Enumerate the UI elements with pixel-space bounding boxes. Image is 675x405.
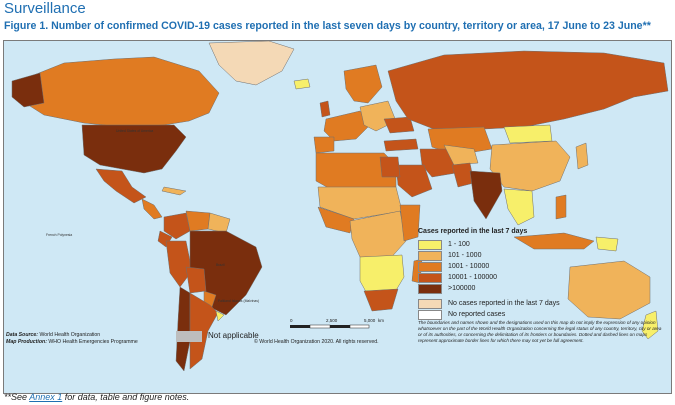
country-bolivia [185,266,207,294]
country-australia [567,260,651,320]
scale-unit: km [378,318,384,323]
legend-swatch [418,261,442,272]
scale-label-0: 0 [290,318,293,323]
legend-item-10001-100000: 10001 - 100000 [418,272,578,283]
legend-label: >100000 [448,285,476,292]
legend-swatch [418,298,442,309]
scale-label-5000: 5,000 [364,318,376,323]
country-china [489,140,571,192]
country-venezuela [185,210,211,232]
legend-item-101-1000: 101 - 1000 [418,250,578,261]
country-new-zealand [641,310,659,340]
country-iceland [293,78,311,90]
map-production-line: Map Production: WHO Health Emergencies P… [6,339,138,346]
footnote-prefix: **See [4,392,30,402]
scale-label-2500: 2,500 [326,318,338,323]
country-japan [575,142,589,170]
not-applicable-swatch [176,331,202,342]
map-production-value: WHO Health Emergencies Programme [48,339,138,345]
legend-title: Cases reported in the last 7 days [418,228,528,235]
legend-swatch [418,309,442,320]
country-turkey [383,138,419,152]
country-philippines [555,194,567,220]
country-canada [21,56,220,128]
country-iberia [313,136,335,154]
section-title: Surveillance [4,0,86,17]
legend-label: No reported cases [448,311,506,318]
map-disclaimer: The boundaries and names shown and the d… [418,320,662,343]
world-map [4,41,671,393]
figure-title: Figure 1. Number of confirmed COVID-19 c… [4,20,651,32]
country-scandinavia [343,64,383,104]
country-caribbean [161,186,187,196]
country-mexico [95,168,147,204]
country-southeast-asia [503,188,535,226]
footnote: **See Annex 1 for data, table and figure… [4,392,189,402]
data-source-value: World Health Organization [39,332,101,338]
label-brazil: Brazil [216,263,225,267]
legend-label: No cases reported in the last 7 days [448,300,560,307]
map-production-label: Map Production: [6,339,47,345]
legend-swatch [418,283,442,294]
legend-item-1-100: 1 - 100 [418,239,578,250]
legend-item-1001-10000: 1001 - 10000 [418,261,578,272]
country-mongolia [503,124,553,144]
country-western-europe [323,110,371,142]
data-source-label: Data Source: [6,332,38,338]
map-legend: Cases reported in the last 7 days 1 - 10… [418,228,578,320]
legend-item-no-cases-7-days: No cases reported in the last 7 days [418,298,578,309]
not-applicable-label: Not applicable [208,331,259,340]
legend-item-over-100000: >100000 [418,283,578,294]
label-usa: United States of America [116,129,154,133]
country-egypt [379,156,401,178]
country-india [469,170,503,220]
footnote-suffix: for data, table and figure notes. [62,392,190,402]
country-east-africa [399,204,421,242]
country-south-africa [363,288,399,312]
country-iran [419,148,457,178]
country-png [595,236,619,252]
country-central-asia [443,144,479,166]
copyright: © World Health Organization 2020. All ri… [254,339,379,345]
legend-label: 1 - 100 [448,241,470,248]
country-uruguay [215,310,225,322]
country-ukraine [383,116,415,134]
map-frame: United States of America Brazil French P… [3,40,672,394]
country-indonesia [513,232,595,250]
scale-bar [290,324,370,329]
legend-swatch [418,250,442,261]
label-falkland: Falkland Islands (Malvinas) [218,299,260,303]
country-usa [81,124,187,174]
country-greenland [208,41,295,86]
country-russia [387,50,669,134]
country-colombia [163,212,191,240]
country-uk [319,100,331,118]
label-french-polynesia: French Polynesia [46,233,73,237]
country-west-africa [317,206,355,234]
legend-label: 101 - 1000 [448,252,482,259]
country-saudi [395,164,433,198]
annex-link[interactable]: Annex 1 [29,392,63,402]
legend-swatch [418,272,442,283]
legend-label: 1001 - 10000 [448,263,490,270]
country-sahel [317,186,403,220]
country-ecuador [157,230,173,248]
legend-label: 10001 - 100000 [448,274,498,281]
country-peru [165,240,193,288]
country-alaska [11,72,45,108]
source-block: Data Source: World Health Organization M… [6,332,138,346]
country-argentina [189,292,219,370]
data-source-line: Data Source: World Health Organization [6,332,138,339]
country-central-america [141,198,163,220]
legend-swatch [418,239,442,250]
legend-item-no-reported-cases: No reported cases [418,309,578,320]
